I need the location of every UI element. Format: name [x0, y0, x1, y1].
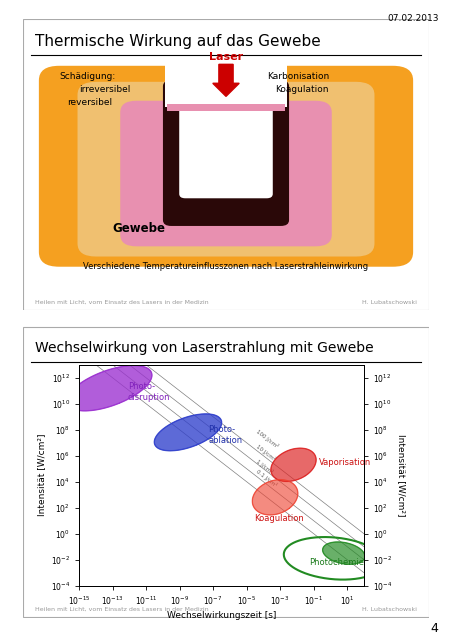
Text: Verschiedene Temperatureinflusszonen nach Laserstrahleinwirkung: Verschiedene Temperatureinflusszonen nac…	[83, 262, 368, 271]
Text: reversibel: reversibel	[67, 98, 112, 107]
Text: Schädigung:: Schädigung:	[59, 72, 115, 81]
Text: H. Lubatschowski: H. Lubatschowski	[362, 300, 416, 305]
Polygon shape	[270, 448, 315, 481]
Text: Koagulation: Koagulation	[254, 514, 304, 523]
Polygon shape	[252, 479, 297, 515]
Text: Wechselwirkung von Laserstrahlung mit Gewebe: Wechselwirkung von Laserstrahlung mit Ge…	[35, 341, 373, 355]
Bar	[165, 54, 286, 107]
Bar	[167, 104, 285, 111]
Text: 4: 4	[430, 622, 437, 635]
Bar	[165, 52, 286, 102]
Text: Koagulation: Koagulation	[274, 85, 327, 94]
Y-axis label: Intensität [W/cm²]: Intensität [W/cm²]	[37, 434, 46, 516]
Text: Gewebe: Gewebe	[112, 222, 165, 235]
FancyBboxPatch shape	[23, 326, 428, 618]
FancyBboxPatch shape	[23, 19, 428, 310]
Text: Karbonisation: Karbonisation	[266, 72, 328, 81]
Text: H. Lubatschowski: H. Lubatschowski	[362, 607, 416, 612]
Text: Heilen mit Licht, vom Einsatz des Lasers in der Medizin: Heilen mit Licht, vom Einsatz des Lasers…	[35, 607, 208, 612]
Text: Photo-
ablation: Photo- ablation	[207, 425, 242, 445]
Text: Heilen mit Licht, vom Einsatz des Lasers in der Medizin: Heilen mit Licht, vom Einsatz des Lasers…	[35, 300, 208, 305]
FancyBboxPatch shape	[39, 66, 412, 267]
Text: 100 J/cm²: 100 J/cm²	[254, 428, 278, 449]
Polygon shape	[322, 542, 364, 564]
Text: 07.02.2013: 07.02.2013	[386, 14, 437, 23]
Text: 10 J/cm²: 10 J/cm²	[254, 443, 276, 462]
Polygon shape	[154, 414, 221, 451]
Text: 1 J/cm²: 1 J/cm²	[254, 458, 273, 475]
Y-axis label: Intensität [W/cm²]: Intensität [W/cm²]	[396, 434, 405, 516]
Text: irreversibel: irreversibel	[79, 85, 131, 94]
Text: Laser: Laser	[208, 52, 243, 62]
Text: Photochemie: Photochemie	[309, 558, 364, 567]
Text: Photo-
disruption: Photo- disruption	[128, 382, 170, 402]
Text: Thermische Wirkung auf das Gewebe: Thermische Wirkung auf das Gewebe	[35, 34, 320, 49]
Text: 0.1 J/cm²: 0.1 J/cm²	[254, 468, 277, 488]
Polygon shape	[66, 365, 152, 411]
FancyBboxPatch shape	[162, 81, 289, 226]
Text: Vaporisation: Vaporisation	[318, 458, 370, 467]
FancyBboxPatch shape	[120, 100, 331, 246]
X-axis label: Wechselwirkungszeit [s]: Wechselwirkungszeit [s]	[166, 611, 276, 620]
FancyBboxPatch shape	[78, 82, 374, 257]
FancyArrow shape	[212, 65, 239, 97]
FancyBboxPatch shape	[179, 58, 272, 198]
